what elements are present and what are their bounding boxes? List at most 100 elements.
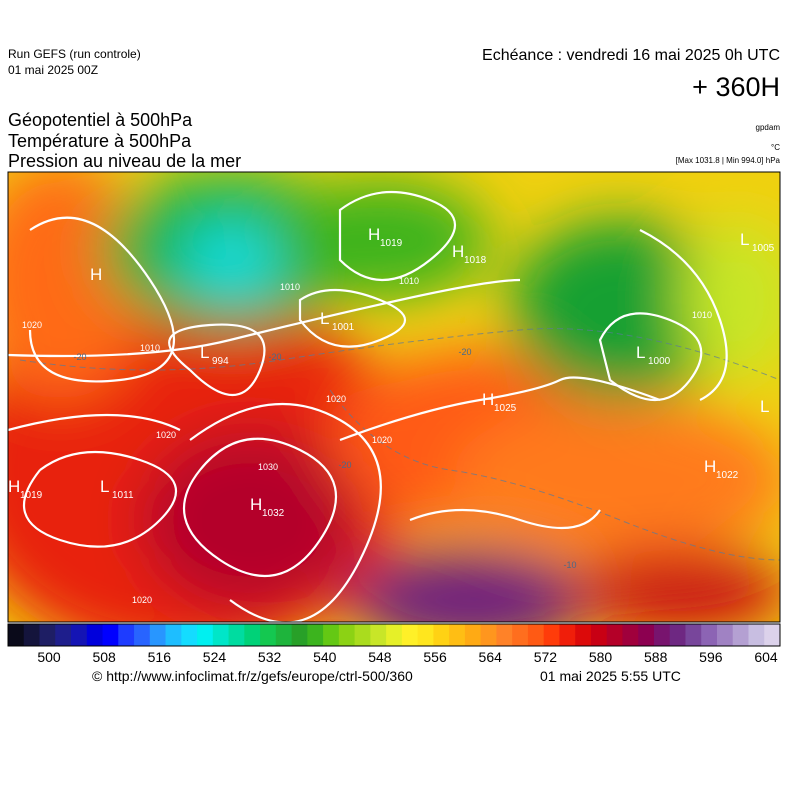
colorbar-swatch [401, 624, 419, 646]
colorbar-swatch [527, 624, 545, 646]
colorbar-swatch [512, 624, 529, 646]
colorbar-swatch [102, 624, 119, 646]
center-value: 994 [212, 356, 229, 367]
colorbar-swatch [622, 624, 639, 646]
field: Géopotentiel à 500hPa [8, 110, 193, 130]
colorbar-swatch [464, 624, 482, 646]
colorbar-swatch [86, 624, 104, 646]
center-value: 1025 [494, 403, 517, 414]
colorbar-swatch [716, 624, 734, 646]
colorbar-swatch [606, 624, 623, 646]
colorbar-tick-label: 564 [479, 649, 503, 665]
contour-label: 1020 [372, 435, 392, 445]
colorbar-tick-label: 524 [203, 649, 227, 665]
unit: [Max 1031.8 | Min 994.0] hPa [676, 156, 781, 165]
center-symbol: H [8, 477, 20, 496]
colorbar-tick-label: 604 [754, 649, 778, 665]
valid-time: Echéance : vendredi 16 mai 2025 0h UTC [482, 47, 780, 64]
colorbar-swatch [228, 624, 245, 646]
source: © http://www.infoclimat.fr/z/gefs/europe… [92, 668, 413, 684]
center-symbol: L [100, 477, 109, 496]
colorbar-tick-label: 572 [534, 649, 558, 665]
colorbar-swatch [386, 624, 403, 646]
center-symbol: H [482, 390, 494, 409]
colorbar-swatch [275, 624, 293, 646]
colorbar-swatch [732, 624, 749, 646]
colorbar-tick-label: 596 [699, 649, 723, 665]
colorbar-tick-label: 540 [313, 649, 337, 665]
colorbar-swatch [307, 624, 324, 646]
colorbar-swatch [244, 624, 261, 646]
lead-time: + 360H [692, 72, 780, 102]
colorbar-tick-label: 532 [258, 649, 282, 665]
contour-label: 1020 [22, 320, 42, 330]
colorbar-tick-label: 516 [148, 649, 172, 665]
colorbar-frame [7, 623, 781, 647]
contour-label: 1010 [140, 343, 160, 353]
colorbar-swatch [39, 624, 56, 646]
colorbar-swatch [134, 624, 151, 646]
colorbar-swatch [653, 624, 671, 646]
map [8, 172, 780, 622]
colorbar-swatch [701, 624, 718, 646]
colorbar-swatch [748, 624, 765, 646]
contour-label: 1020 [156, 430, 176, 440]
center-symbol: H [704, 457, 716, 476]
colorbar-swatch [23, 624, 41, 646]
colorbar-swatch [212, 624, 230, 646]
center-symbol: L [740, 230, 749, 249]
center-symbol: H [368, 225, 380, 244]
colorbar-tick-label: 580 [589, 649, 613, 665]
colorbar-swatch [449, 624, 466, 646]
colorbar-tick-label: 556 [423, 649, 447, 665]
colorbar-swatch [165, 624, 182, 646]
run: Run GEFS (run controle) [8, 47, 141, 61]
colorbar-swatch [685, 624, 702, 646]
generated: 01 mai 2025 5:55 UTC [540, 668, 681, 684]
colorbar-tick-label: 588 [644, 649, 668, 665]
colorbar-swatch [260, 624, 277, 646]
center-value: 1019 [380, 238, 403, 249]
contour-label: 1010 [399, 276, 419, 286]
contour-label: -10 [563, 560, 576, 570]
center-value: 1005 [752, 243, 775, 254]
contour-label: -20 [338, 460, 351, 470]
map-frame [7, 171, 781, 623]
contour-label: -20 [73, 352, 86, 362]
colorbar-swatch [764, 624, 781, 646]
center-symbol: H [250, 495, 262, 514]
center-symbol: H [452, 242, 464, 261]
colorbar-swatch [338, 624, 356, 646]
unit: °C [771, 143, 780, 152]
contour-label: -20 [268, 352, 281, 362]
field: Température à 500hPa [8, 131, 192, 151]
colorbar-swatch [323, 624, 340, 646]
colorbar-swatch [197, 624, 214, 646]
colorbar-tick-label: 500 [37, 649, 61, 665]
colorbar-swatch [638, 624, 655, 646]
contour-label: 1010 [280, 282, 300, 292]
colorbar-swatch [543, 624, 560, 646]
colorbar-swatch [71, 624, 88, 646]
colorbar-swatch [118, 624, 135, 646]
colorbar-swatch [370, 624, 387, 646]
field: Pression au niveau de la mer [8, 151, 241, 171]
center-value: 1011 [112, 490, 134, 501]
colorbar-swatch [417, 624, 434, 646]
colorbar-swatch [559, 624, 576, 646]
center-symbol: H [90, 265, 102, 284]
colorbar-swatch [480, 624, 497, 646]
colorbar-swatch [496, 624, 513, 646]
center-value: 1000 [648, 356, 671, 367]
unit: gpdam [756, 123, 781, 132]
center-symbol: L [200, 343, 209, 362]
center-value: 1001 [332, 322, 355, 333]
colorbar-swatch [669, 624, 686, 646]
center-value: 1022 [716, 470, 739, 481]
center-symbol: L [636, 343, 645, 362]
colorbar-swatch [291, 624, 308, 646]
center-symbol: L [760, 397, 769, 416]
colorbar-swatch [433, 624, 450, 646]
